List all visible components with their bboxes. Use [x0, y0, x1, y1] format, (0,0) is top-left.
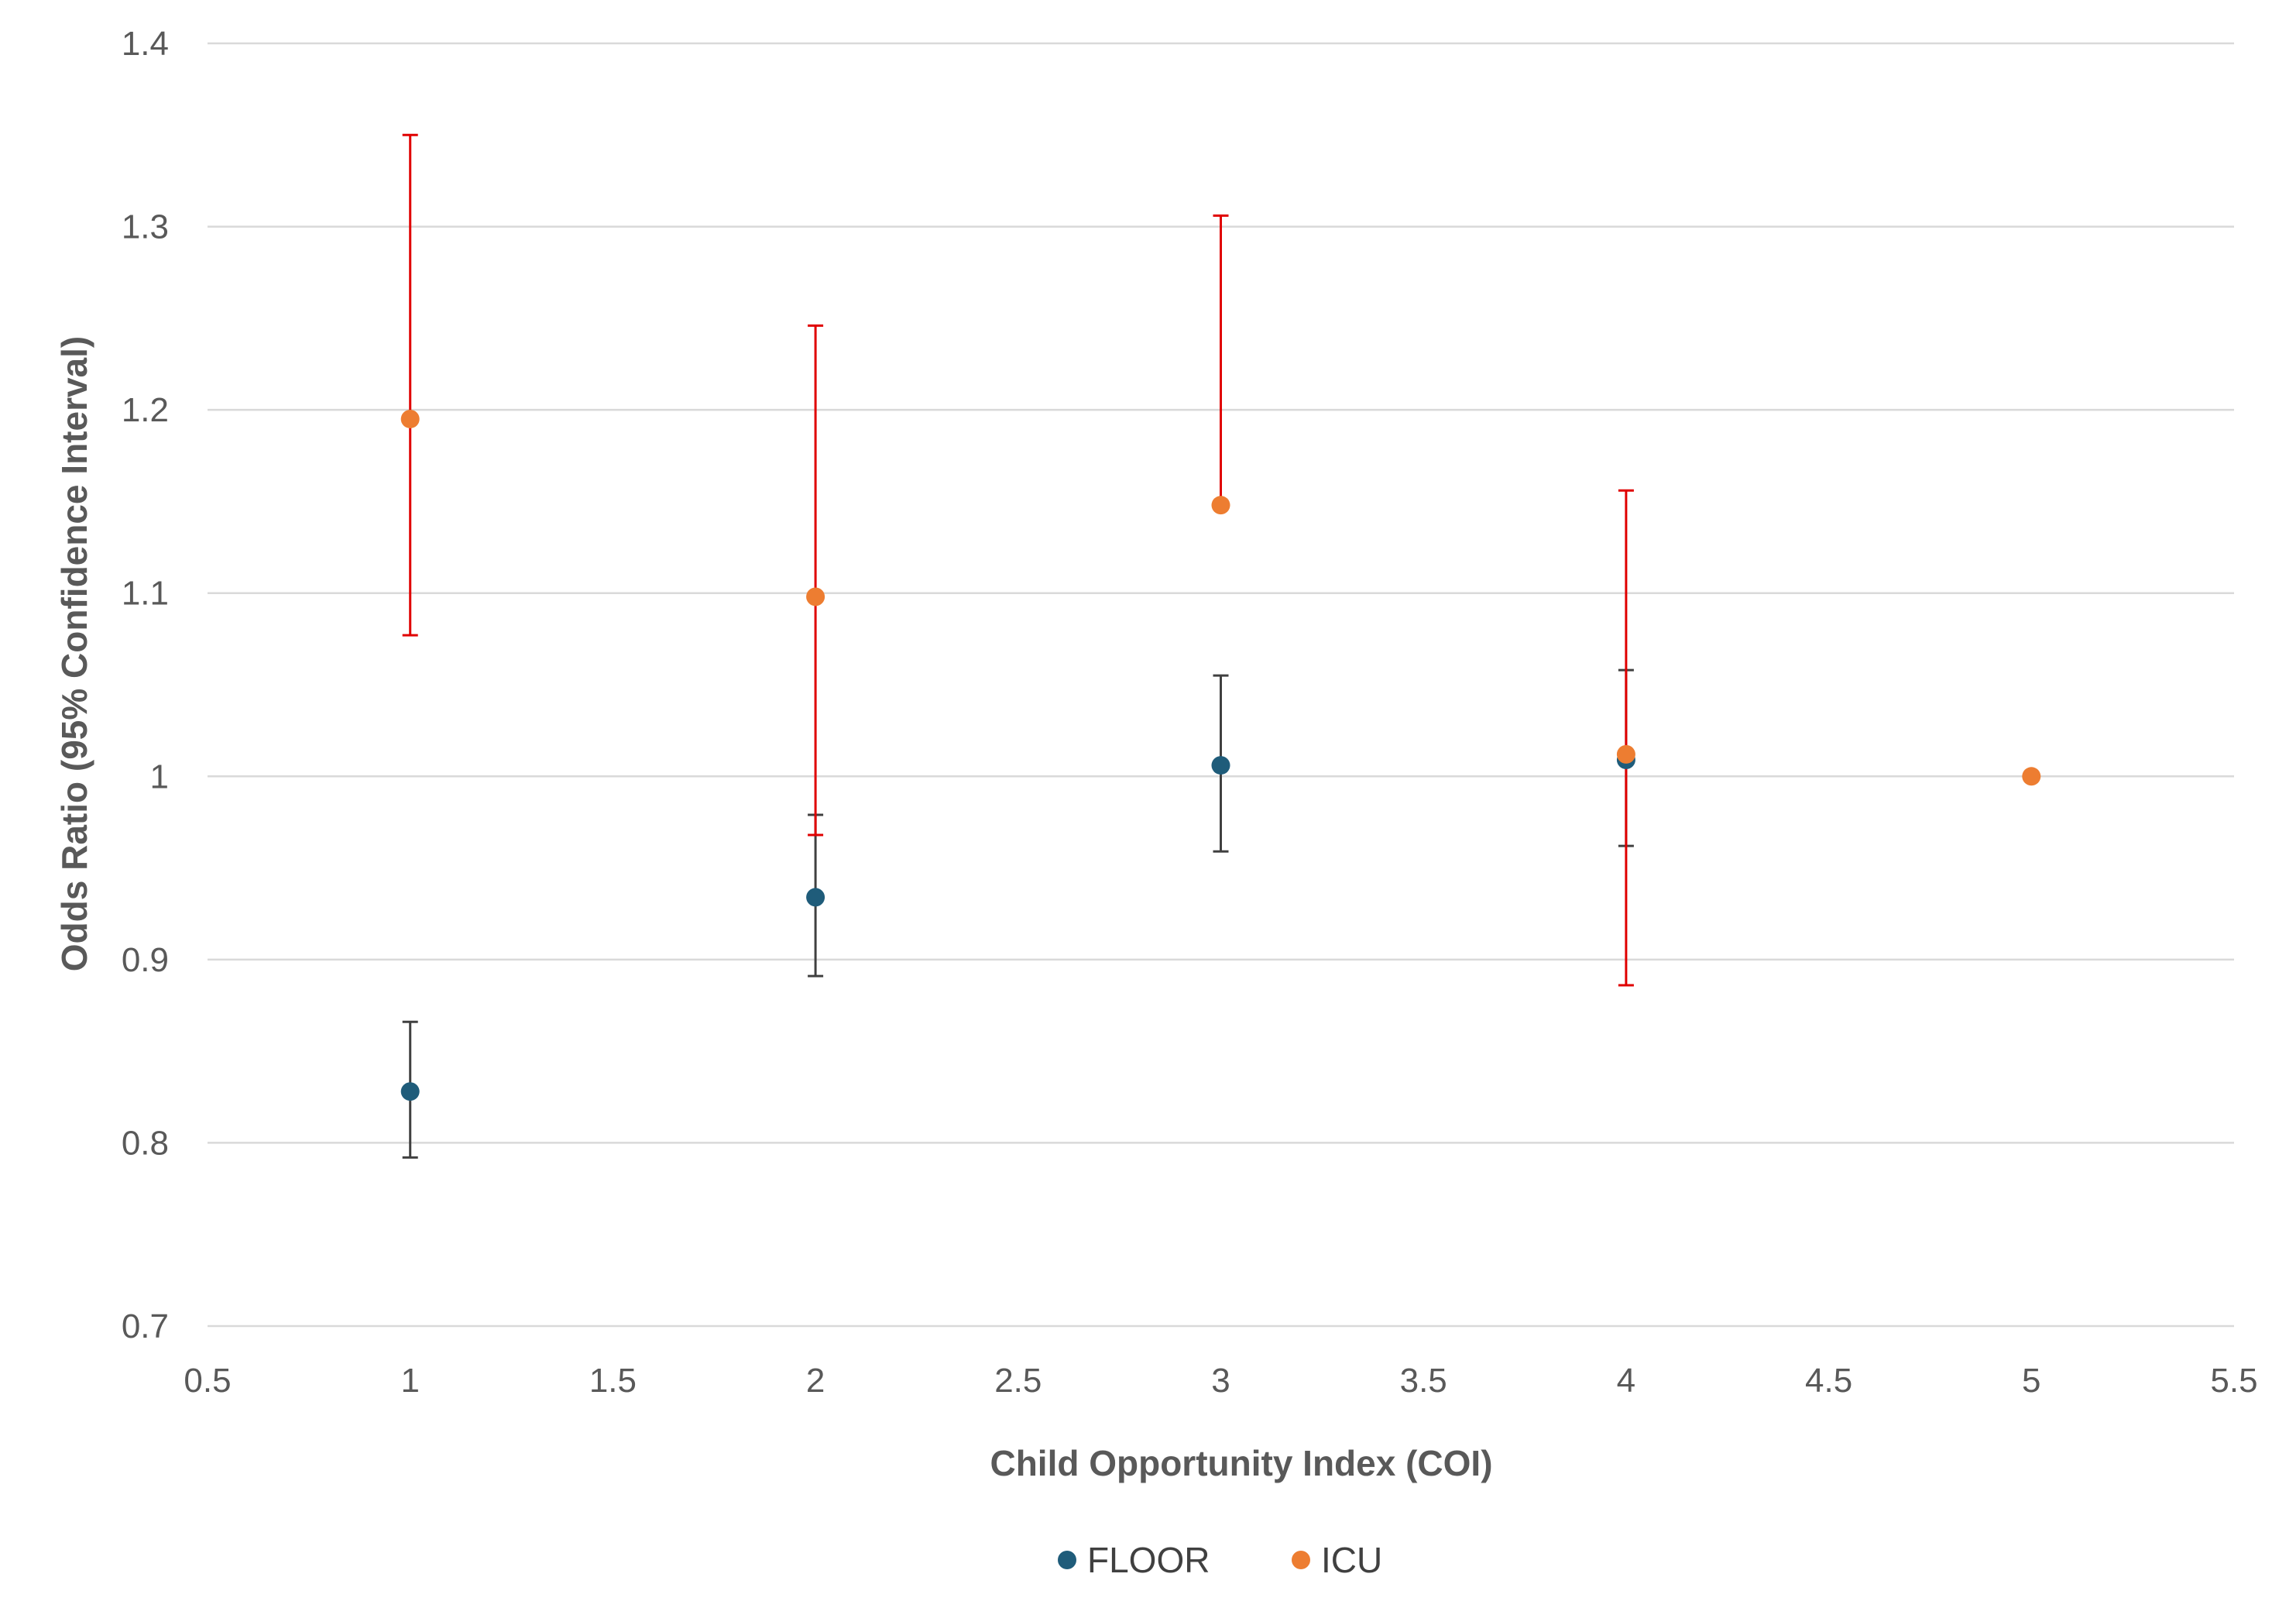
x-tick-label: 5.5 — [2210, 1362, 2257, 1400]
error-bars — [402, 133, 1634, 1159]
data-point-icu — [1616, 744, 1635, 764]
x-tick-label: 3 — [1211, 1362, 1230, 1400]
data-points — [400, 409, 2041, 1101]
data-point-icu — [806, 587, 825, 606]
y-tick-label: 0.8 — [122, 1124, 169, 1162]
legend-label-floor: FLOOR — [1087, 1540, 1210, 1580]
x-tick-label: 1.5 — [589, 1362, 637, 1400]
legend: FLOOR ICU — [1058, 1540, 1382, 1580]
x-tick-label: 3.5 — [1400, 1362, 1447, 1400]
y-tick-label: 0.7 — [122, 1307, 169, 1345]
x-axis-title: Child Opportunity Index (COI) — [990, 1443, 1492, 1483]
x-tick-label: 2 — [806, 1362, 825, 1400]
x-tick-label: 2.5 — [994, 1362, 1042, 1400]
y-axis-tick-labels: 0.7 0.8 0.9 1 1.1 1.2 1.3 1.4 — [122, 25, 169, 1345]
y-tick-label: 1.2 — [122, 391, 169, 429]
y-tick-label: 1.4 — [122, 25, 169, 63]
legend-marker-icu — [1292, 1551, 1310, 1569]
x-tick-label: 4.5 — [1805, 1362, 1852, 1400]
data-point-floor — [400, 1082, 420, 1101]
x-tick-label: 0.5 — [184, 1362, 231, 1400]
data-point-icu — [2022, 767, 2041, 786]
y-axis-title: Odds Ratio (95% Confidence Interval) — [54, 336, 94, 971]
legend-label-icu: ICU — [1321, 1540, 1382, 1580]
data-point-icu — [400, 409, 420, 428]
x-tick-label: 4 — [1617, 1362, 1635, 1400]
data-point-floor — [806, 888, 825, 907]
x-tick-label: 1 — [400, 1362, 419, 1400]
x-axis-tick-labels: 0.5 1 1.5 2 2.5 3 3.5 4 4.5 5 5.5 — [184, 1362, 2257, 1400]
x-tick-label: 5 — [2022, 1362, 2040, 1400]
data-point-icu — [1211, 496, 1230, 515]
y-tick-label: 1.3 — [122, 208, 169, 246]
y-tick-label: 0.9 — [122, 941, 169, 979]
y-tick-label: 1 — [150, 758, 169, 795]
y-tick-label: 1.1 — [122, 575, 169, 613]
data-point-floor — [1211, 756, 1230, 775]
legend-marker-floor — [1058, 1551, 1076, 1569]
